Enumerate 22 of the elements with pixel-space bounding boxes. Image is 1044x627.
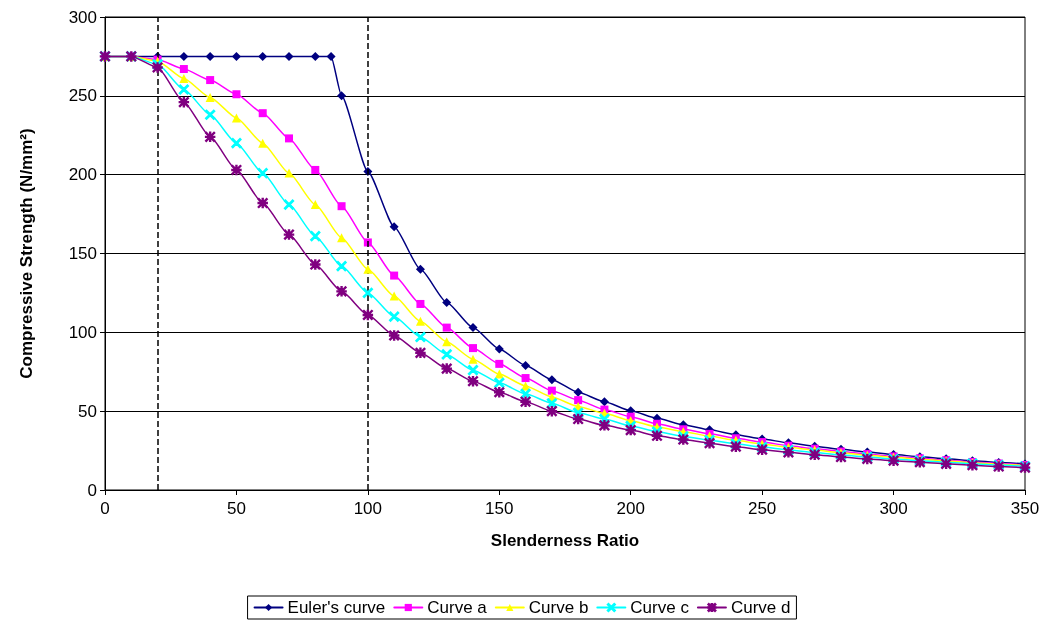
legend-label: Curve c (630, 598, 690, 617)
x-tick-label: 50 (226, 499, 246, 518)
x-axis-title: Slenderness Ratio (490, 531, 640, 550)
y-axis-title: Compressive Strength (N/mm²) (17, 128, 36, 379)
x-tick-label: 0 (100, 499, 110, 518)
x-tick-label: 300 (879, 499, 908, 518)
x-tick-label: 350 (1010, 499, 1040, 518)
x-tick-label: 100 (353, 499, 383, 518)
legend-label: Euler's curve (287, 598, 386, 617)
y-tick-label: 0 (87, 480, 97, 500)
y-tick-label: 200 (68, 165, 97, 185)
legend-label: Curve a (427, 598, 488, 617)
y-tick-label: 250 (68, 86, 97, 106)
legend-label: Curve b (528, 598, 589, 617)
x-tick-label: 250 (747, 499, 777, 518)
y-tick-label: 50 (78, 401, 97, 421)
x-tick-label: 200 (616, 499, 645, 518)
y-tick-label: 100 (68, 322, 97, 342)
x-tick-label: 150 (485, 499, 514, 518)
legend-label: Curve d (730, 598, 791, 617)
y-tick-label: 150 (68, 244, 97, 263)
y-tick-label: 300 (68, 7, 97, 27)
